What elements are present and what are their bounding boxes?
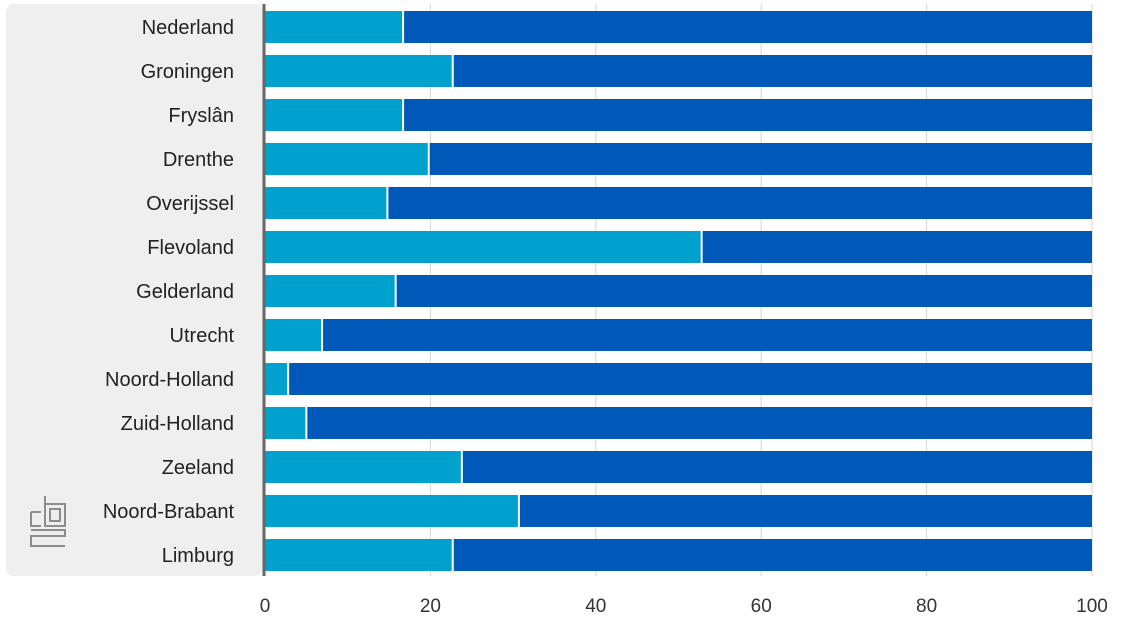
bar-segment-2-4 bbox=[428, 143, 1093, 175]
bar-segment-1-1 bbox=[265, 11, 404, 43]
bar-segment-2-8 bbox=[322, 319, 1092, 351]
x-tick-label: 60 bbox=[751, 596, 772, 617]
bar-segment-2-2 bbox=[452, 55, 1092, 87]
x-tick-label: 80 bbox=[916, 596, 937, 617]
category-label: Overijssel bbox=[146, 193, 234, 215]
x-tick-label: 20 bbox=[420, 596, 441, 617]
bar-segment-2-6 bbox=[701, 231, 1092, 263]
bar-segment-1-12 bbox=[265, 495, 519, 527]
category-label: Limburg bbox=[162, 545, 234, 567]
category-label: Flevoland bbox=[147, 237, 234, 259]
bar-segment-1-7 bbox=[265, 275, 396, 307]
bar-segment-2-1 bbox=[403, 11, 1092, 43]
x-tick-label: 0 bbox=[260, 596, 271, 617]
bar-segment-1-5 bbox=[265, 187, 388, 219]
cbs-logo-icon bbox=[30, 496, 66, 547]
category-label: Utrecht bbox=[170, 325, 235, 347]
category-label: Groningen bbox=[141, 61, 234, 83]
bar-segment-2-11 bbox=[461, 451, 1092, 483]
x-tick-label: 100 bbox=[1076, 596, 1108, 617]
bar-segment-2-7 bbox=[395, 275, 1092, 307]
category-label: Noord-Holland bbox=[105, 369, 234, 391]
bar-segment-1-11 bbox=[265, 451, 462, 483]
x-tick-label: 40 bbox=[585, 596, 606, 617]
bar-segment-1-9 bbox=[265, 363, 289, 395]
category-label: Zeeland bbox=[162, 457, 234, 479]
x-tick-labels: 0 20 40 60 80 100 bbox=[260, 596, 1108, 617]
bar-segment-1-8 bbox=[265, 319, 323, 351]
bar-segment-2-13 bbox=[452, 539, 1092, 571]
bar-segment-2-3 bbox=[403, 99, 1092, 131]
bar-segment-1-13 bbox=[265, 539, 453, 571]
bar-segment-2-10 bbox=[306, 407, 1093, 439]
bar-segment-1-3 bbox=[265, 99, 404, 131]
bar-segment-2-12 bbox=[518, 495, 1092, 527]
category-label: Gelderland bbox=[136, 281, 234, 303]
bar-segment-1-2 bbox=[265, 55, 453, 87]
category-panel bbox=[6, 4, 263, 576]
category-labels: Nederland Groningen Fryslân Drenthe Overijss… bbox=[103, 17, 235, 567]
bar-segment-2-5 bbox=[387, 187, 1092, 219]
category-label: Noord-Brabant bbox=[103, 501, 235, 523]
category-label: Zuid-Holland bbox=[121, 413, 234, 435]
bar-segment-1-10 bbox=[265, 407, 307, 439]
category-label: Fryslân bbox=[168, 105, 234, 127]
bar-segment-1-4 bbox=[265, 143, 429, 175]
bars bbox=[265, 11, 1093, 571]
category-label: Drenthe bbox=[163, 149, 234, 171]
bar-segment-2-9 bbox=[288, 363, 1092, 395]
bar-segment-1-6 bbox=[265, 231, 702, 263]
category-label: Nederland bbox=[142, 17, 234, 39]
